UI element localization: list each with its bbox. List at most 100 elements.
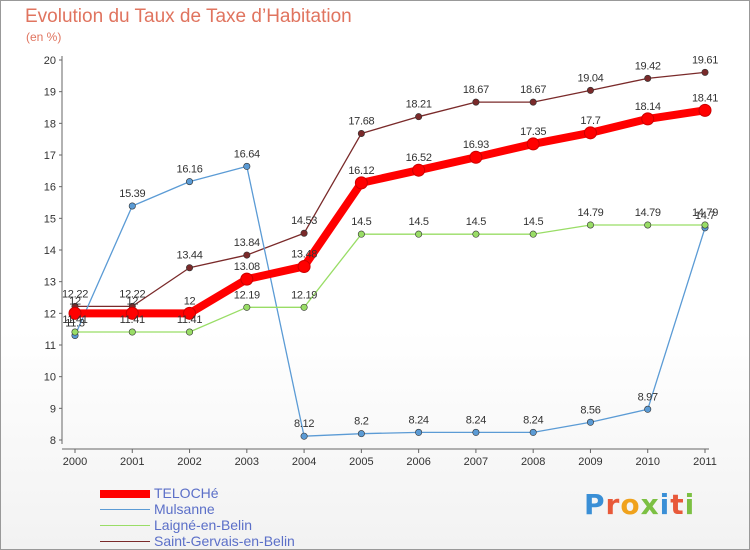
data-point-3 [300,229,308,237]
legend-label-laigne: Laigné-en-Belin [154,517,253,533]
data-label-2: 14.79 [635,207,661,219]
data-point-2 [357,230,365,238]
data-label-1: 8.24 [409,414,429,426]
data-point-0 [526,137,540,151]
data-label-0: 13.48 [291,248,317,260]
data-point-3 [357,129,365,137]
logo-letter: P [584,488,606,521]
data-point-2 [644,221,652,229]
y-tick-label: 11 [45,340,56,352]
data-point-3 [529,98,537,106]
y-tick-label: 12 [44,308,56,320]
chart-title: Evolution du Taux de Taxe d’Habitation [25,6,352,27]
legend-swatch-laigne [100,525,150,526]
data-label-1: 14.7 [695,210,715,222]
data-point-3 [586,86,594,94]
data-point-0 [698,103,712,117]
data-point-2 [529,230,537,238]
legend-swatch-saint-gervais [100,541,150,542]
data-point-1 [529,428,537,436]
x-tick-label: 2000 [63,456,87,468]
data-label-1: 8.24 [466,414,486,426]
y-tick-label: 18 [44,118,56,130]
y-tick-label: 10 [44,372,56,384]
data-label-0: 12 [184,295,196,307]
data-label-2: 14.5 [409,216,429,228]
data-label-2: 14.79 [692,207,718,219]
series-line-2 [74,224,706,333]
proxiti-logo: Proxiti [584,488,695,521]
legend-swatch-telochee [100,490,150,498]
data-label-3: 13.84 [234,237,260,249]
x-tick-label: 2010 [635,456,659,468]
data-label-2: 14.79 [577,207,603,219]
y-tick-label: 19 [44,87,56,99]
data-point-2 [186,328,194,336]
data-label-1: 8.24 [523,414,543,426]
data-point-0 [125,306,139,320]
y-tick-label: 9 [50,403,56,415]
data-point-2 [586,221,594,229]
data-label-2: 11.41 [177,314,202,326]
y-tick-label: 16 [44,182,56,194]
data-label-0: 16.52 [406,152,432,164]
data-label-3: 18.67 [463,84,489,96]
data-label-0: 13.08 [234,261,260,273]
data-label-2: 12.19 [234,289,260,301]
legend-label-mulsanne: Mulsanne [154,501,215,517]
data-label-2: 14.5 [523,216,543,228]
x-tick-label: 2006 [406,456,430,468]
data-label-3: 19.04 [577,72,603,84]
data-point-2 [71,328,79,336]
data-point-0 [240,272,254,286]
data-point-0 [469,150,483,164]
y-tick-label: 17 [44,150,56,162]
data-label-3: 18.21 [406,99,432,111]
data-label-3: 12.22 [62,288,88,300]
data-point-1 [415,428,423,436]
data-point-0 [354,176,368,190]
data-point-2 [128,328,136,336]
data-label-2: 11.41 [62,314,87,326]
data-point-2 [472,230,480,238]
x-tick-label: 2009 [578,456,602,468]
data-point-1 [586,418,594,426]
data-point-2 [701,221,709,229]
x-tick-label: 2002 [177,456,201,468]
legend-label-telochee: TELOCHé [154,485,219,501]
y-tick-label: 14 [44,245,56,257]
data-point-0 [297,259,311,273]
data-label-2: 14.5 [351,216,371,228]
data-label-1: 8.2 [354,416,369,428]
data-label-1: 8.97 [638,391,658,403]
data-point-1 [186,178,194,186]
data-label-2: 14.5 [466,216,486,228]
data-point-3 [472,98,480,106]
y-tick-label: 8 [50,435,56,447]
data-label-2: 12.19 [291,289,317,301]
y-tick-label: 20 [44,55,56,67]
x-tick-label: 2004 [292,456,316,468]
data-point-2 [415,230,423,238]
y-tick-label: 13 [44,277,56,289]
data-point-1 [243,162,251,170]
data-point-3 [186,264,194,272]
data-label-1: 8.56 [580,404,600,416]
data-label-1: 15.39 [119,188,145,200]
data-label-1: 8.12 [294,418,314,430]
data-point-0 [183,306,197,320]
data-label-0: 17.35 [520,126,546,138]
legend-swatch-mulsanne [100,509,150,510]
data-label-3: 19.42 [635,60,661,72]
data-label-3: 14.53 [291,215,317,227]
data-label-3: 17.68 [348,115,374,127]
logo-letter: i [659,488,671,521]
data-label-0: 12 [69,295,81,307]
data-label-3: 13.44 [177,250,203,262]
x-tick-label: 2005 [349,456,373,468]
x-tick-label: 2003 [235,456,259,468]
data-point-0 [68,306,82,320]
data-point-0 [583,126,597,140]
